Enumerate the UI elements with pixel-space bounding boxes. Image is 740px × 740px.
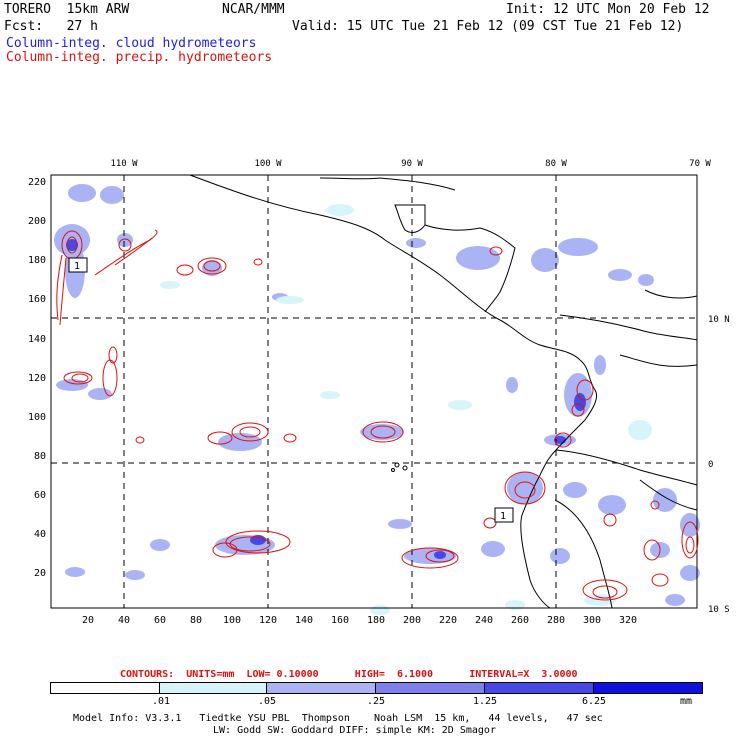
- model-title: TORERO 15km ARW: [4, 2, 130, 17]
- x-tick: 140: [295, 615, 313, 626]
- lon-labels: 110 W 100 W 90 W 80 W 70 W: [110, 159, 711, 169]
- precip-field-label: Column-integ. precip. hydrometeors: [6, 50, 273, 65]
- x-tick: 100: [223, 615, 241, 626]
- init-time: Init: 12 UTC Mon 20 Feb 12: [506, 2, 710, 17]
- contour-label-2: 1: [494, 507, 514, 523]
- coastlines: [189, 174, 698, 609]
- weather-map: 1 1 110 W 100 W 90 W 80 W 70 W 10 N 0 10…: [28, 159, 730, 626]
- x-tick: 240: [475, 615, 493, 626]
- x-tick: 220: [439, 615, 457, 626]
- colorbar-bin: [593, 682, 703, 694]
- cloud-field-label: Column-integ. cloud hydrometeors: [6, 36, 257, 51]
- y-tick: 40: [34, 529, 46, 540]
- y-tick: 180: [28, 255, 46, 266]
- model-info: Model Info: V3.3.1 Tiedtke YSU PBL Thomp…: [73, 713, 603, 724]
- x-tick: 160: [331, 615, 349, 626]
- colorbar-label: 6.25: [582, 696, 607, 707]
- y-tick: 20: [34, 568, 46, 579]
- lon-label: 90 W: [401, 159, 423, 169]
- x-tick: 320: [619, 615, 637, 626]
- svg-text:1: 1: [74, 261, 80, 272]
- y-ticks: 220 200 180 160 140 120 100 80 60 40 20: [28, 177, 46, 579]
- light-cloud-shading: [160, 204, 652, 615]
- physics-info: LW: Godd SW: Goddard DIFF: simple KM: 2D…: [213, 725, 496, 736]
- colorbar-label: .01: [152, 696, 171, 707]
- y-tick: 140: [28, 334, 46, 345]
- y-tick: 80: [34, 451, 46, 462]
- svg-text:1: 1: [500, 511, 506, 522]
- plot-frame: [50, 174, 698, 609]
- x-tick: 300: [583, 615, 601, 626]
- lat-label: 10 N: [708, 315, 730, 325]
- y-tick: 220: [28, 177, 46, 188]
- y-tick: 60: [34, 490, 46, 501]
- x-tick: 80: [190, 615, 202, 626]
- lon-label: 110 W: [110, 159, 138, 169]
- lon-label: 70 W: [689, 159, 711, 169]
- organization: NCAR/MMM: [222, 2, 285, 17]
- graticule: [51, 175, 697, 608]
- colorbar-bin: [375, 682, 485, 694]
- y-tick: 160: [28, 294, 46, 305]
- colorbar-bin: [159, 682, 267, 694]
- contour-info: CONTOURS: UNITS=mm LOW= 0.10000 HIGH= 6.…: [120, 669, 578, 680]
- lat-label: 10 S: [708, 605, 730, 615]
- precip-contours: [56, 229, 699, 601]
- cloud-shading: [54, 184, 700, 606]
- colorbar-label: .05: [258, 696, 277, 707]
- colorbar-bin: [484, 682, 594, 694]
- lon-label: 100 W: [254, 159, 282, 169]
- y-tick: 120: [28, 373, 46, 384]
- x-tick: 260: [511, 615, 529, 626]
- x-ticks: 20 40 60 80 100 120 140 160 180 200 220 …: [82, 615, 637, 626]
- contour-label-1: 1: [68, 257, 88, 273]
- x-tick: 280: [547, 615, 565, 626]
- colorbar-bin: [266, 682, 376, 694]
- valid-time: Valid: 15 UTC Tue 21 Feb 12 (09 CST Tue …: [292, 19, 684, 34]
- colorbar-label: .25: [367, 696, 386, 707]
- y-tick: 200: [28, 216, 46, 227]
- y-tick: 100: [28, 412, 46, 423]
- x-tick: 60: [154, 615, 166, 626]
- colorbar-label: 1.25: [473, 696, 498, 707]
- colorbar-bin: [50, 682, 160, 694]
- colorbar-units: mm: [680, 696, 693, 707]
- islands: [391, 462, 408, 472]
- x-tick: 120: [259, 615, 277, 626]
- lat-labels: 10 N 0 10 S: [708, 315, 730, 615]
- x-tick: 180: [367, 615, 385, 626]
- forecast-hour: Fcst: 27 h: [4, 19, 98, 34]
- x-tick: 20: [82, 615, 94, 626]
- lat-label: 0: [708, 460, 713, 470]
- lon-label: 80 W: [545, 159, 567, 169]
- x-tick: 200: [403, 615, 421, 626]
- x-tick: 40: [118, 615, 130, 626]
